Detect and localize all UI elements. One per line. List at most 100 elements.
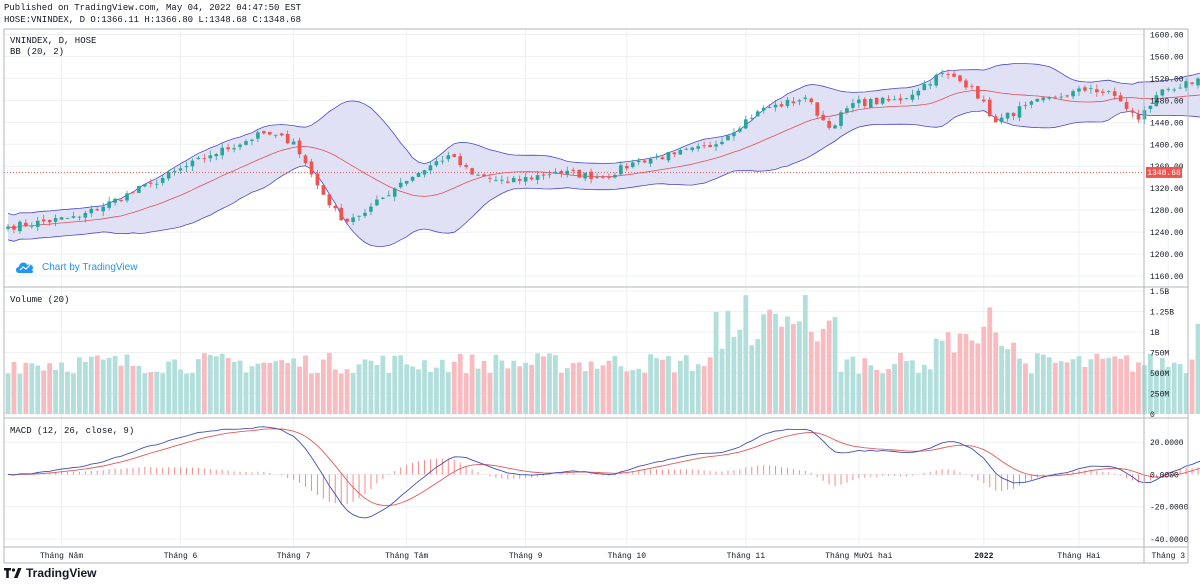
volume-bar[interactable] (392, 356, 398, 414)
volume-bar[interactable] (213, 356, 219, 414)
candle[interactable] (77, 215, 82, 221)
candle[interactable] (821, 110, 825, 121)
volume-bar[interactable] (1088, 359, 1094, 414)
candle[interactable] (1160, 88, 1165, 97)
candle[interactable] (1130, 107, 1135, 118)
volume-bar[interactable] (767, 309, 772, 414)
candle[interactable] (1154, 91, 1159, 107)
candle[interactable] (922, 80, 927, 91)
volume-bar[interactable] (82, 361, 88, 414)
candle[interactable] (190, 158, 195, 172)
volume-bar[interactable] (749, 345, 755, 414)
candle[interactable] (315, 170, 320, 190)
volume-bar[interactable] (404, 364, 410, 414)
candle[interactable] (1178, 83, 1182, 89)
candle[interactable] (232, 143, 236, 153)
candle[interactable] (392, 187, 397, 202)
volume-bar[interactable] (547, 353, 552, 414)
volume-bar[interactable] (993, 332, 999, 414)
candle[interactable] (547, 170, 552, 179)
candle[interactable] (398, 177, 403, 189)
volume-bar[interactable] (11, 361, 17, 414)
volume-bar[interactable] (1100, 358, 1106, 414)
candle[interactable] (101, 202, 105, 217)
volume-bar[interactable] (416, 369, 421, 414)
volume-bar[interactable] (553, 355, 558, 414)
volume-bar[interactable] (178, 369, 183, 414)
volume-bar[interactable] (53, 369, 58, 414)
volume-bar[interactable] (1046, 357, 1052, 414)
candle[interactable] (422, 169, 427, 178)
candle[interactable] (387, 190, 391, 197)
candle[interactable] (1089, 84, 1093, 94)
candle[interactable] (1005, 112, 1010, 122)
volume-bar[interactable] (59, 362, 64, 414)
candle[interactable] (452, 153, 457, 158)
volume-bar[interactable] (606, 360, 612, 414)
candle[interactable] (506, 176, 510, 184)
volume-bar[interactable] (1058, 361, 1064, 414)
candle[interactable] (1184, 78, 1188, 91)
volume-bar[interactable] (1017, 358, 1022, 414)
candle[interactable] (672, 151, 677, 158)
candle[interactable] (494, 176, 498, 182)
volume-bar[interactable] (1023, 363, 1028, 414)
volume-bar[interactable] (1011, 342, 1016, 414)
candle[interactable] (1124, 98, 1129, 112)
candle[interactable] (595, 173, 599, 179)
candle[interactable] (262, 130, 266, 135)
volume-bar[interactable] (796, 321, 802, 414)
volume-bar[interactable] (428, 371, 433, 414)
volume-bar[interactable] (1082, 366, 1088, 414)
volume-bar[interactable] (344, 369, 350, 414)
candle[interactable] (690, 146, 695, 153)
volume-bar[interactable] (1094, 353, 1100, 414)
candle[interactable] (24, 219, 28, 228)
candle[interactable] (511, 175, 516, 183)
candle[interactable] (827, 117, 831, 130)
candle[interactable] (767, 103, 772, 109)
volume-bar[interactable] (237, 360, 243, 414)
volume-bar[interactable] (142, 373, 148, 414)
candle[interactable] (250, 138, 254, 146)
candle[interactable] (1136, 109, 1141, 123)
volume-bar[interactable] (838, 371, 844, 414)
volume-bar[interactable] (374, 365, 380, 414)
candle[interactable] (416, 171, 421, 178)
volume-bar[interactable] (820, 328, 826, 414)
candle[interactable] (178, 165, 183, 174)
candle[interactable] (83, 210, 88, 223)
candle[interactable] (702, 141, 706, 149)
candle[interactable] (755, 109, 760, 117)
macd-signal-line[interactable] (7, 428, 1200, 532)
volume-bar[interactable] (445, 372, 451, 414)
volume-bar[interactable] (951, 352, 957, 414)
candle[interactable] (1083, 85, 1087, 93)
candle[interactable] (993, 113, 998, 123)
candle[interactable] (375, 195, 379, 207)
candle[interactable] (268, 131, 272, 136)
candle[interactable] (476, 173, 480, 176)
candle[interactable] (149, 178, 153, 188)
volume-bar[interactable] (945, 332, 951, 414)
volume-bar[interactable] (826, 320, 832, 414)
candle[interactable] (297, 137, 302, 158)
candle[interactable] (1118, 92, 1123, 102)
volume-bar[interactable] (1148, 353, 1153, 414)
volume-bar[interactable] (380, 355, 386, 414)
macd-legend[interactable]: MACD (12, 26, close, 9) (10, 426, 134, 436)
volume-bar[interactable] (279, 360, 285, 414)
candle[interactable] (982, 95, 986, 103)
candle[interactable] (226, 143, 230, 152)
volume-legend[interactable]: Volume (20) (10, 295, 69, 305)
volume-bar[interactable] (529, 364, 534, 414)
volume-bar[interactable] (35, 365, 41, 414)
candle[interactable] (291, 138, 296, 145)
volume-bar[interactable] (862, 358, 868, 414)
candle[interactable] (720, 137, 724, 146)
volume-bar[interactable] (196, 359, 201, 414)
volume-bar[interactable] (558, 372, 564, 414)
volume-bar[interactable] (904, 361, 909, 414)
volume-bar[interactable] (1070, 359, 1076, 414)
